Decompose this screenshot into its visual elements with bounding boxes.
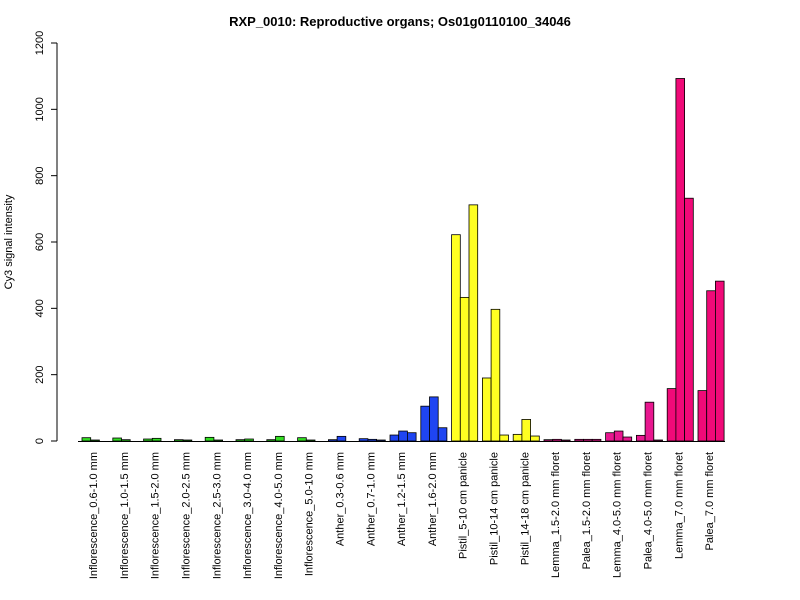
bar-1-1 — [121, 439, 131, 442]
bar-4-0 — [204, 436, 215, 442]
bars-group — [81, 78, 725, 442]
x-tick-label: Lemma_4.0-5.0 mm floret — [612, 452, 624, 578]
bar-18-2 — [653, 439, 663, 442]
bar-5-0 — [235, 439, 246, 442]
bar-1-0 — [112, 437, 122, 442]
bar-6-1 — [275, 435, 285, 442]
x-tick-label: Palea_4.0-5.0 mm floret — [642, 452, 654, 569]
bar-11-1 — [429, 396, 439, 442]
bar-8-1 — [336, 435, 347, 442]
bar-19-1 — [675, 78, 686, 442]
bar-14-2 — [530, 435, 540, 442]
x-tick-label: Palea_7.0 mm floret — [704, 452, 716, 550]
bar-9-1 — [367, 438, 377, 442]
bar-8-0 — [327, 439, 338, 442]
x-tick-label: Inflorescence_3.0-4.0 mm — [242, 452, 254, 579]
bar-4-1 — [213, 439, 223, 442]
y-tick-label: 1200 — [34, 31, 46, 55]
bar-15-1 — [552, 438, 562, 442]
bar-16-1 — [583, 438, 593, 442]
bar-2-1 — [151, 437, 162, 442]
bar-7-1 — [305, 439, 316, 442]
bar-13-1 — [490, 308, 501, 442]
bar-13-2 — [499, 434, 509, 442]
bar-0-1 — [90, 439, 100, 442]
x-tick-label: Pistil_14-18 cm panicle — [519, 452, 531, 565]
x-axis: Inflorescence_0.6-1.0 mm Inflorescence_1.… — [78, 441, 725, 579]
bar-17-1 — [613, 430, 624, 442]
bar-20-2 — [715, 280, 725, 442]
bar-3-1 — [182, 439, 193, 442]
x-tick-label: Lemma_7.0 mm floret — [673, 452, 685, 559]
x-tick-label: Lemma_1.5-2.0 mm floret — [550, 452, 562, 578]
y-tick-label: 800 — [34, 166, 46, 184]
y-tick-label: 600 — [34, 233, 46, 251]
bar-15-2 — [561, 439, 571, 442]
y-tick-label: 1000 — [34, 97, 46, 121]
bar-7-0 — [297, 437, 307, 442]
chart-title: RXP_0010: Reproductive organs; Os01g0110… — [229, 14, 571, 29]
x-tick-label: Palea_1.5-2.0 mm floret — [581, 452, 593, 569]
bar-18-1 — [644, 401, 655, 442]
y-axis: 0 200 400 600 800 1000 1200 — [34, 31, 58, 444]
x-tick-label: Anther_1.6-2.0 mm — [427, 452, 439, 546]
bar-16-0 — [574, 438, 584, 442]
bar-6-0 — [266, 439, 276, 442]
bar-10-1 — [398, 430, 408, 442]
bar-17-2 — [622, 436, 633, 442]
bar-12-1 — [459, 296, 470, 442]
x-tick-label: Anther_0.7-1.0 mm — [365, 452, 377, 546]
bar-17-0 — [605, 432, 615, 442]
bar-12-0 — [451, 234, 461, 442]
bar-11-2 — [437, 427, 448, 442]
bar-9-0 — [358, 438, 369, 442]
bar-12-2 — [468, 204, 479, 442]
bar-20-1 — [706, 290, 716, 442]
x-tick-label: Inflorescence_2.5-3.0 mm — [211, 452, 223, 579]
x-tick-label: Anther_0.3-0.6 mm — [334, 452, 346, 546]
x-tick-label: Pistil_5-10 cm panicle — [458, 452, 470, 559]
x-tick-label: Inflorescence_1.0-1.5 mm — [119, 452, 131, 579]
x-tick-label: Inflorescence_0.6-1.0 mm — [88, 452, 100, 579]
x-tick-label: Anther_1.2-1.5 mm — [396, 452, 408, 546]
y-axis-label: Cy3 signal intensity — [3, 194, 15, 289]
bar-10-2 — [406, 432, 417, 442]
x-tick-label: Inflorescence_5.0-10 mm — [304, 452, 316, 576]
bar-13-0 — [481, 377, 492, 442]
x-tick-label: Inflorescence_2.0-2.5 mm — [180, 452, 192, 579]
y-tick-label: 200 — [34, 365, 46, 383]
bar-2-0 — [143, 438, 153, 442]
bar-15-0 — [543, 439, 554, 442]
y-tick-label: 0 — [34, 438, 46, 444]
x-tick-label: Inflorescence_1.5-2.0 mm — [150, 452, 162, 579]
bar-3-0 — [173, 439, 184, 442]
bar-16-2 — [591, 438, 602, 442]
bar-0-0 — [81, 437, 92, 442]
bar-10-0 — [389, 434, 400, 442]
bar-11-0 — [420, 405, 430, 442]
bar-19-0 — [666, 388, 677, 442]
bar-14-0 — [512, 433, 523, 442]
y-tick-label: 400 — [34, 299, 46, 317]
bar-9-2 — [376, 439, 386, 442]
x-tick-label: Pistil_10-14 cm panicle — [488, 452, 500, 565]
bar-14-1 — [521, 419, 532, 442]
bar-5-1 — [244, 438, 254, 442]
x-tick-label: Inflorescence_4.0-5.0 mm — [273, 452, 285, 579]
bar-20-0 — [697, 390, 708, 442]
bar-19-2 — [684, 197, 694, 442]
bar-18-0 — [636, 434, 646, 442]
